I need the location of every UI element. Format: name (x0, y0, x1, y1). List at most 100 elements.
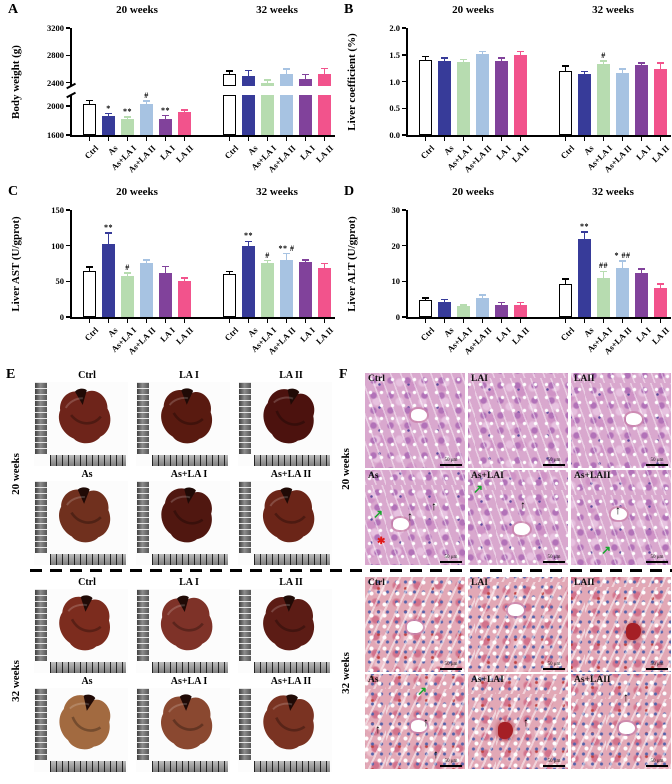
error-bar (443, 57, 446, 61)
error-bar (304, 259, 307, 263)
liver-photo-As+LA I (136, 481, 230, 565)
bar-Ctrl (223, 74, 236, 86)
error-bar (583, 71, 586, 74)
x-tick-label: LA II (650, 143, 672, 165)
liver-photo-LA I (136, 589, 230, 673)
bar-As (578, 74, 591, 135)
scale-bar: 50 μm (543, 457, 565, 466)
scale-bar: 50 μm (646, 661, 668, 670)
error-bar-cap (422, 297, 429, 299)
error-bar (462, 59, 465, 62)
panel-letter: C (8, 184, 19, 199)
bar-As (578, 239, 591, 317)
scale-bar-label: 50 μm (650, 758, 664, 764)
x-tick (183, 318, 186, 323)
y-tick (402, 54, 406, 56)
vertical-ruler (239, 382, 251, 454)
error-bar-cap (143, 259, 150, 261)
photo-title: LA II (279, 370, 303, 381)
liver-image (154, 690, 220, 758)
scale-bar-line (440, 765, 462, 767)
x-tick (583, 318, 586, 323)
x-tick-label: Ctrl (418, 325, 437, 343)
error-bar (659, 62, 662, 70)
error-bar-cap (181, 277, 188, 279)
x-tick (424, 136, 427, 141)
bar-As+LA I (597, 277, 610, 317)
x-tick-label: Ctrl (82, 325, 101, 343)
scale-bar: 50 μm (646, 758, 668, 767)
group-title: 20 weeks (452, 4, 494, 16)
bar-Ctrl (83, 103, 96, 135)
x-tick-label: LA I (493, 325, 513, 344)
bar-Ctrl (419, 60, 432, 135)
bar-As+LA II (140, 103, 153, 135)
hemorrhage-spot (498, 721, 513, 739)
bar-Ctrl (223, 274, 236, 317)
error-bar (183, 277, 186, 282)
significance-label: ** # (278, 243, 295, 253)
bar-As+LA I (261, 95, 274, 135)
bar-As+LA I (261, 262, 274, 317)
bar-As+LA II (476, 298, 489, 317)
x-tick-label: LA I (633, 143, 653, 162)
group-title: 20 weeks (116, 186, 158, 198)
bar-LA I (635, 64, 648, 135)
error-bar-cap (638, 268, 645, 270)
x-tick (500, 318, 503, 323)
error-bar-cap (105, 112, 112, 115)
y-axis-label: Liver ALT (U/gprot) (346, 215, 358, 312)
error-bar (285, 68, 288, 74)
x-tick-label: LA II (510, 325, 532, 347)
error-bar (164, 115, 167, 119)
bar-LA I (495, 304, 508, 317)
liver-photo-As+LA II (238, 688, 332, 772)
error-bar-cap (143, 100, 150, 102)
bar-As+LA II (616, 72, 629, 135)
vessel-lumen (393, 517, 409, 530)
y-tick-label: 2000 (47, 100, 64, 111)
bar-Ctrl (223, 95, 236, 135)
histology-Ctrl: Ctrl 50 μm (365, 577, 465, 672)
black-arrow-icon: ↑ (423, 714, 429, 729)
horizontal-ruler (254, 455, 330, 466)
liver-image (154, 384, 220, 452)
histology-label: As (368, 675, 379, 685)
x-tick (266, 318, 269, 323)
error-bar-cap (581, 70, 588, 73)
time-label: 32 weeks (340, 652, 352, 694)
horizontal-ruler (152, 554, 228, 565)
y-tick-label: 30 (391, 205, 401, 215)
bar-LA I (159, 273, 172, 317)
scale-bar: 50 μm (646, 457, 668, 466)
bar-LA II (318, 95, 331, 135)
x-tick-label: LA II (174, 325, 196, 347)
bar-As+LA II (476, 53, 489, 135)
group-title: 20 weeks (116, 4, 158, 16)
histology-label: As+LAI (471, 471, 504, 481)
histology-LAI: LAI 50 μm (468, 577, 568, 672)
x-axis-line (406, 135, 671, 137)
scale-bar-label: 50 μm (444, 554, 458, 560)
photo-title: As (81, 676, 93, 687)
x-tick-label: LA I (633, 325, 653, 344)
bar-LA II (514, 304, 527, 317)
x-tick (88, 136, 91, 141)
error-bar (285, 253, 288, 260)
error-bar-cap (86, 266, 93, 268)
y-tick (66, 105, 70, 107)
x-tick-label: LA II (314, 143, 336, 165)
error-bar-cap (105, 232, 112, 234)
scale-bar: 50 μm (543, 554, 565, 563)
error-bar (266, 80, 269, 83)
bar-LA I (159, 118, 172, 135)
scale-bar-label: 50 μm (650, 554, 664, 560)
liver-photo-LA II (238, 589, 332, 673)
bar-As+LA I (457, 306, 470, 317)
y-tick-label: 50 (55, 276, 65, 287)
y-axis-line (70, 210, 72, 317)
histology-label: LAI (471, 578, 488, 588)
photo-title: As (81, 469, 93, 480)
error-bar-cap (283, 68, 290, 70)
y-tick-label: 1.5 (389, 49, 400, 60)
